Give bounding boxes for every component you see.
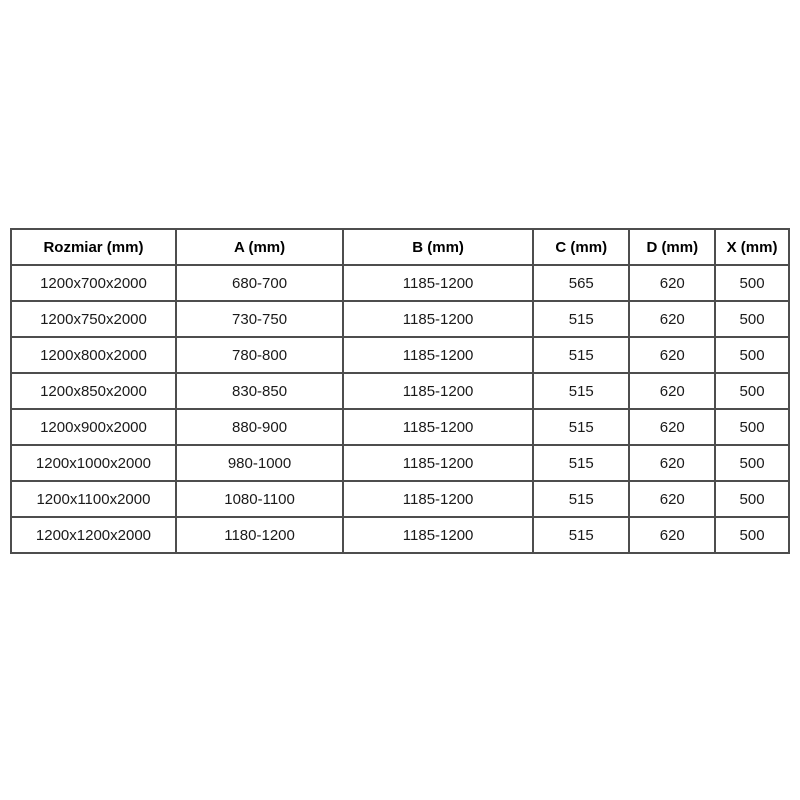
table-row: 1200x700x2000 680-700 1185-1200 565 620 500 <box>10 264 790 302</box>
table-cell: 880-900 <box>174 408 345 446</box>
table-cell: 500 <box>714 372 790 410</box>
table-cell: 500 <box>714 336 790 374</box>
table-row: 1200x1200x2000 1180-1200 1185-1200 515 620 50… <box>10 516 790 554</box>
table-cell: 1185-1200 <box>342 336 535 374</box>
column-header: D (mm) <box>628 228 717 266</box>
table-row: 1200x800x2000 780-800 1185-1200 515 620 500 <box>10 336 790 374</box>
table-cell: 500 <box>714 408 790 446</box>
table-row: 1200x850x2000 830-850 1185-1200 515 620 500 <box>10 372 790 410</box>
table-cell: 620 <box>628 444 717 482</box>
table-cell: 620 <box>628 264 717 302</box>
table-cell: 1200x750x2000 <box>10 300 177 338</box>
table-cell: 620 <box>628 372 717 410</box>
table-cell: 515 <box>532 300 631 338</box>
table-cell: 730-750 <box>174 300 345 338</box>
table-cell: 515 <box>532 336 631 374</box>
table-cell: 1200x900x2000 <box>10 408 177 446</box>
table-cell: 780-800 <box>174 336 345 374</box>
table-cell: 1200x1200x2000 <box>10 516 177 554</box>
table-cell: 515 <box>532 516 631 554</box>
table-cell: 1185-1200 <box>342 516 535 554</box>
column-header: Rozmiar (mm) <box>10 228 177 266</box>
table-row: 1200x1100x2000 1080-1100 1185-1200 515 620 50… <box>10 480 790 518</box>
table-cell: 1185-1200 <box>342 300 535 338</box>
table-cell: 620 <box>628 516 717 554</box>
table-cell: 1185-1200 <box>342 480 535 518</box>
table-row: 1200x750x2000 730-750 1185-1200 515 620 500 <box>10 300 790 338</box>
table-cell: 500 <box>714 480 790 518</box>
table-header-row: Rozmiar (mm) A (mm) B (mm) C (mm) D (mm) X (m… <box>10 228 790 266</box>
table-cell: 1185-1200 <box>342 372 535 410</box>
table-cell: 830-850 <box>174 372 345 410</box>
table-cell: 1185-1200 <box>342 408 535 446</box>
table-cell: 515 <box>532 372 631 410</box>
table-cell: 500 <box>714 300 790 338</box>
table-cell: 1200x1100x2000 <box>10 480 177 518</box>
dimensions-table-container: Rozmiar (mm) A (mm) B (mm) C (mm) D (mm) X (m… <box>10 228 790 554</box>
table-cell: 1185-1200 <box>342 444 535 482</box>
table-row: 1200x1000x2000 980-1000 1185-1200 515 620 500 <box>10 444 790 482</box>
table-cell: 1200x800x2000 <box>10 336 177 374</box>
dimensions-table: Rozmiar (mm) A (mm) B (mm) C (mm) D (mm) X (m… <box>10 228 790 554</box>
column-header: A (mm) <box>174 228 345 266</box>
column-header: B (mm) <box>342 228 535 266</box>
column-header: X (mm) <box>714 228 790 266</box>
table-cell: 500 <box>714 264 790 302</box>
table-cell: 500 <box>714 516 790 554</box>
table-cell: 1200x850x2000 <box>10 372 177 410</box>
table-cell: 515 <box>532 480 631 518</box>
table-cell: 515 <box>532 408 631 446</box>
table-cell: 620 <box>628 300 717 338</box>
table-row: 1200x900x2000 880-900 1185-1200 515 620 500 <box>10 408 790 446</box>
table-cell: 980-1000 <box>174 444 345 482</box>
table-cell: 1185-1200 <box>342 264 535 302</box>
table-cell: 1200x700x2000 <box>10 264 177 302</box>
table-cell: 680-700 <box>174 264 345 302</box>
table-cell: 620 <box>628 480 717 518</box>
table-cell: 1200x1000x2000 <box>10 444 177 482</box>
table-cell: 620 <box>628 336 717 374</box>
table-cell: 565 <box>532 264 631 302</box>
table-cell: 620 <box>628 408 717 446</box>
table-cell: 1180-1200 <box>174 516 345 554</box>
table-cell: 515 <box>532 444 631 482</box>
table-cell: 500 <box>714 444 790 482</box>
table-cell: 1080-1100 <box>174 480 345 518</box>
column-header: C (mm) <box>532 228 631 266</box>
